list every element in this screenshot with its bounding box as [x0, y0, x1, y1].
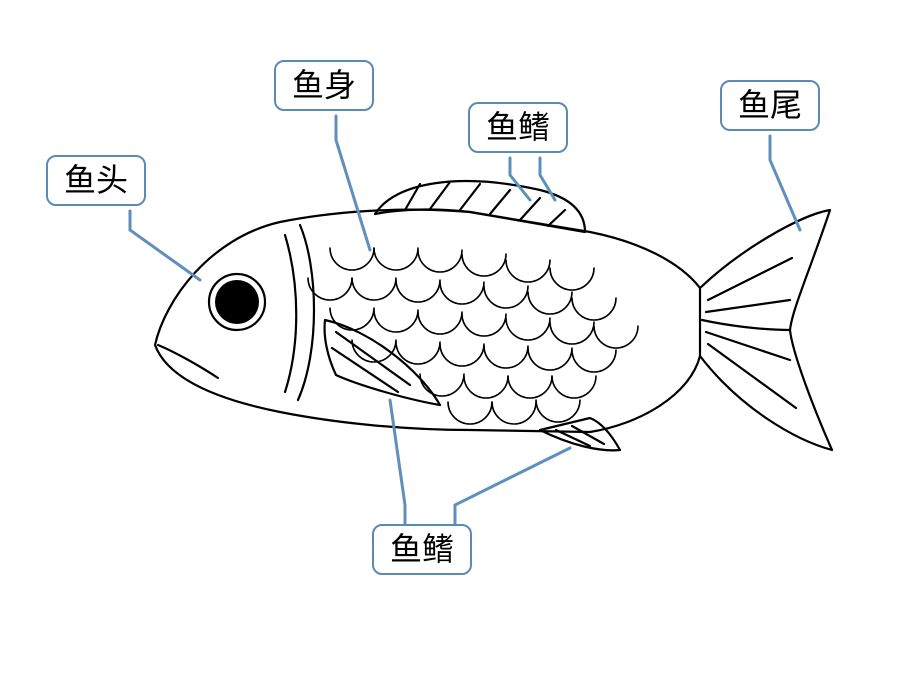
label-dorsal-fin: 鱼鳍	[468, 102, 568, 153]
fish-gill-line-inner	[285, 235, 296, 392]
dorsal-ray	[430, 182, 450, 209]
dorsal-ray	[460, 184, 480, 210]
label-lower-fin: 鱼鳍	[372, 524, 472, 575]
fish-scales	[308, 248, 638, 424]
dorsal-ray	[548, 210, 565, 226]
fish-mouth-line	[158, 345, 218, 378]
tail-ray	[708, 344, 796, 408]
fish-eye	[215, 280, 259, 324]
label-body: 鱼身	[274, 60, 374, 111]
label-head: 鱼头	[46, 155, 146, 206]
label-tail: 鱼尾	[720, 80, 820, 131]
dorsal-ray	[490, 190, 510, 214]
diagram-canvas: 鱼头 鱼身 鱼鳍 鱼尾 鱼鳍	[0, 0, 920, 690]
fish-tail-notch	[702, 320, 790, 330]
fish-gill-line	[298, 225, 314, 400]
tail-ray	[708, 258, 792, 300]
pelvic-ray	[572, 426, 604, 444]
fish-pelvic-fin	[540, 418, 620, 450]
tail-ray	[706, 332, 790, 360]
fish-pectoral-fin	[325, 320, 440, 405]
tail-ray	[706, 300, 790, 312]
